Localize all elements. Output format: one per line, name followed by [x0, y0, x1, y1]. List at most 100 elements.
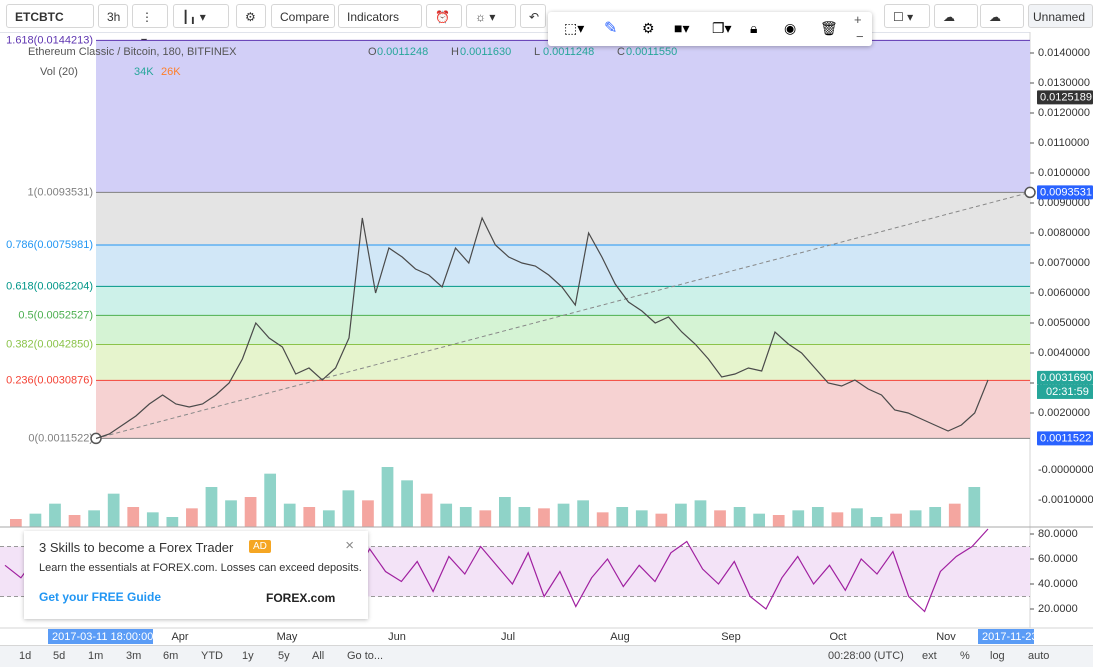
- color-button[interactable]: ☐ ▾: [884, 4, 930, 28]
- ad-text: Learn the essentials at FOREX.com. Losse…: [39, 562, 362, 574]
- volume-bar: [851, 508, 863, 527]
- volume-bar: [10, 519, 22, 527]
- volume-bar: [577, 500, 589, 527]
- rsi-tick-label: 40.0000: [1038, 578, 1078, 590]
- range-button[interactable]: 3m: [126, 650, 142, 662]
- fib-label: 1.618(0.0144213): [6, 34, 93, 46]
- interval-button[interactable]: 3h: [98, 4, 128, 28]
- y-tick-label: 0.0140000: [1038, 47, 1090, 59]
- range-button[interactable]: YTD: [201, 650, 223, 662]
- scale-option[interactable]: log: [990, 650, 1005, 662]
- range-button[interactable]: All: [312, 650, 325, 662]
- interval-menu[interactable]: ⋮ ▾: [132, 4, 168, 48]
- fib-zone: [96, 40, 1030, 193]
- scale-option[interactable]: auto: [1028, 650, 1050, 662]
- zoom-out[interactable]: −: [856, 29, 864, 44]
- volume-down: 26K: [161, 66, 181, 78]
- volume-bar: [635, 510, 648, 527]
- volume-bar: [616, 507, 629, 527]
- volume-bar: [127, 507, 140, 527]
- hide-icon[interactable]: ◉: [784, 20, 797, 36]
- range-button[interactable]: 1d: [19, 650, 32, 662]
- volume-bar: [440, 503, 453, 527]
- x-tick-label: Apr: [171, 631, 188, 643]
- range-button[interactable]: Go to...: [347, 650, 384, 662]
- fib-zone: [96, 286, 1030, 316]
- chart-style[interactable]: ┃╻ ▾: [173, 4, 229, 28]
- rsi-tick-label: 80.0000: [1038, 528, 1078, 540]
- load-button[interactable]: ☁: [934, 4, 978, 28]
- volume-bar: [792, 510, 805, 527]
- ohlc-key: H: [451, 46, 459, 58]
- y-tick-label: 0.0090000: [1038, 197, 1090, 209]
- rsi-tick-label: 60.0000: [1038, 553, 1078, 565]
- x-tick-label: Aug: [610, 631, 630, 643]
- range-button[interactable]: 6m: [163, 650, 179, 662]
- volume-bar: [811, 507, 824, 527]
- price-badge-label: 0.0125189: [1040, 91, 1092, 103]
- volume-bar: [733, 507, 746, 527]
- range-button[interactable]: 1m: [88, 650, 104, 662]
- volume-bar: [166, 517, 179, 527]
- x-tick-label: Jun: [388, 631, 406, 643]
- delete-icon[interactable]: 🗑︎: [820, 20, 838, 36]
- volume-bar: [655, 513, 668, 527]
- fib-zone: [96, 380, 1030, 439]
- alert-button[interactable]: ⏰: [426, 4, 462, 28]
- volume-up: 34K: [134, 66, 154, 78]
- layout-name[interactable]: Unnamed: [1028, 4, 1093, 28]
- fill-icon[interactable]: ■▾: [674, 20, 690, 36]
- time-start-bg: [48, 629, 153, 644]
- y-tick-label: 0.0060000: [1038, 287, 1090, 299]
- volume-bar: [772, 515, 785, 527]
- compare-button[interactable]: Compare: [271, 4, 335, 28]
- zoom-in[interactable]: +: [854, 12, 862, 27]
- utc-time: 00:28:00 (UTC): [828, 650, 904, 662]
- price-badge-label: 0.0093531: [1040, 186, 1092, 198]
- lock-icon[interactable]: 🔒︎: [750, 20, 758, 36]
- volume-bar: [342, 490, 355, 527]
- volume-bar: [499, 497, 511, 527]
- ad-close[interactable]: ×: [345, 537, 354, 554]
- ohlc-value: 0.0011248: [377, 46, 428, 58]
- volume-bar: [264, 473, 277, 527]
- indicators-button[interactable]: Indicators: [338, 4, 422, 28]
- ad-logo[interactable]: FOREX.com: [266, 591, 336, 605]
- settings-icon[interactable]: ⚙: [642, 20, 655, 36]
- save-button[interactable]: ☁: [980, 4, 1024, 28]
- range-button[interactable]: 1y: [242, 650, 254, 662]
- volume-bar: [870, 517, 883, 527]
- bottom-bar: 1d 5d 1m 3m 6m YTD 1y 5y All Go to... 00:28:00 (UT…: [0, 645, 1093, 667]
- range-button[interactable]: 5d: [53, 650, 66, 662]
- volume-bar: [205, 487, 218, 527]
- brush-icon[interactable]: ✎: [604, 20, 618, 37]
- settings-button[interactable]: ⚙: [236, 4, 266, 28]
- clone-icon[interactable]: ❐▾: [712, 20, 732, 36]
- y-tick-label: 0.0080000: [1038, 227, 1090, 239]
- scale-option[interactable]: ext: [922, 650, 937, 662]
- time-start: 2017-03-11 18:00:00: [52, 631, 153, 643]
- symbol-input[interactable]: ETCBTC: [6, 4, 94, 28]
- scale-option[interactable]: %: [960, 650, 970, 662]
- price-badge: [1037, 185, 1093, 200]
- volume-bar: [303, 507, 316, 527]
- fib-zone: [96, 192, 1030, 246]
- volume-bar: [107, 493, 120, 527]
- volume-bar: [49, 503, 61, 527]
- y-tick-label: 0.0050000: [1038, 317, 1090, 329]
- range-button[interactable]: 5y: [278, 650, 290, 662]
- fib-label: 0.382(0.0042850): [6, 338, 93, 350]
- replay-button[interactable]: ☼ ▾: [466, 4, 516, 28]
- price-badge: [1037, 370, 1093, 385]
- volume-bar: [753, 513, 766, 527]
- price-line: [95, 216, 989, 440]
- volume-tick-label: -0.0000000: [1038, 464, 1093, 476]
- undo-button[interactable]: ↶: [520, 4, 546, 28]
- volume-bar: [557, 503, 570, 527]
- select-icon[interactable]: ⬚▾: [564, 20, 585, 36]
- time-axis-bg: [0, 628, 1093, 645]
- fib-label: 0(0.0011522): [28, 432, 93, 444]
- ad-cta[interactable]: Get your FREE Guide: [39, 590, 162, 604]
- volume-bar: [283, 503, 296, 527]
- ohlc-key: C: [617, 46, 625, 58]
